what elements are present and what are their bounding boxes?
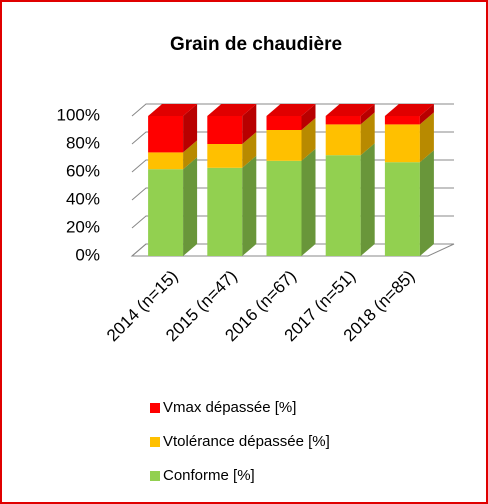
y-tick-label: 60% [66,161,100,180]
bar-side [183,140,198,170]
y-tick-label: 20% [66,217,100,236]
bar-side [360,104,375,125]
legend-label: Conforme [%] [163,467,255,484]
bar-segment [266,116,302,130]
bar-top [325,104,375,116]
bar-top [384,104,434,116]
bar-segment [207,144,243,168]
bar-segment [325,124,361,156]
legend-swatch [150,403,160,413]
legend-label: Vmax dépassée [%] [163,399,296,416]
bar-segment [384,116,420,125]
bar-segment [325,155,361,256]
bar-side [301,118,316,161]
bar-side [419,104,434,125]
bar-side [301,104,316,130]
bar-side [242,132,257,168]
bar-segment [207,116,243,144]
legend-label: Vtolérance dépassée [%] [163,433,330,450]
bar-segment [266,130,302,161]
bar-side [242,104,257,144]
legend-swatch [150,471,160,481]
bar-segment [266,160,302,256]
bar-side [419,150,434,256]
bar-segment [148,116,184,153]
chart-title: Grain de chaudière [170,34,342,55]
y-tick-label: 80% [66,133,100,152]
bar-side [183,157,198,256]
bar-segment [325,116,361,125]
bar-segment [148,152,184,170]
bar-top [148,104,198,116]
bar-side [301,148,316,256]
bar-segment [207,167,243,256]
bar-segment [384,162,420,256]
y-tick-label: 100% [57,105,100,124]
bar-side [360,112,375,156]
bar-side [360,143,375,256]
bar-side [419,112,434,163]
y-tick-label: 40% [66,189,100,208]
bar-segment [148,169,184,256]
bar-top [207,104,257,116]
bar-side [242,155,257,256]
y-tick-label: 0% [75,245,100,264]
bar-side [183,104,198,153]
legend-swatch [150,437,160,447]
bar-top [266,104,316,116]
bar-segment [384,124,420,163]
